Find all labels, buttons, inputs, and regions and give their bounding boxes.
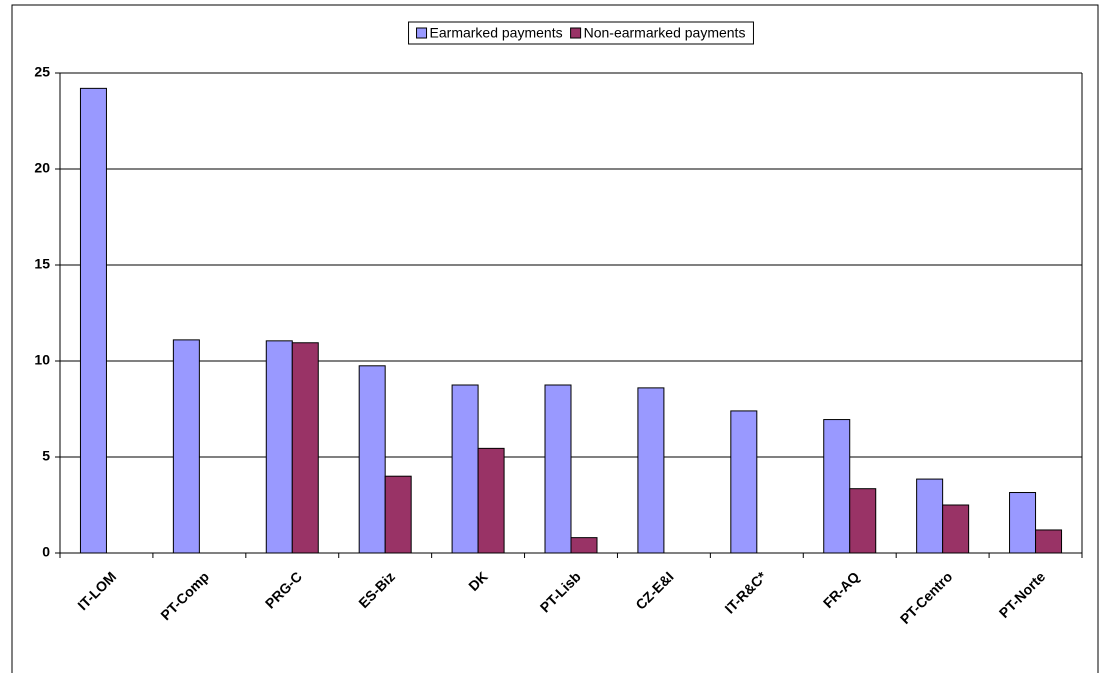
bar [730,410,758,554]
bar [570,537,598,554]
y-tick-label: 25 [34,64,50,80]
legend-swatch [416,27,428,39]
y-tick-label: 15 [34,256,50,272]
legend-label: Non-earmarked payments [584,25,746,41]
bar [172,339,200,554]
bar [384,475,412,554]
bar [916,478,944,554]
legend: Earmarked payments Non-earmarked payments [408,21,754,45]
bar [477,447,505,554]
y-tick-label: 20 [34,160,50,176]
bar [1035,529,1063,554]
bar [637,387,665,554]
bar [358,365,386,554]
bar [265,340,293,554]
y-tick-label: 5 [42,448,50,464]
bar [291,342,319,554]
bar [451,384,479,554]
bar [544,384,572,554]
y-tick-label: 0 [42,544,50,560]
bar [942,504,970,554]
y-tick-label: 10 [34,352,50,368]
bar [1009,492,1037,554]
bar [79,87,107,554]
bar [823,419,851,554]
legend-swatch [570,27,582,39]
bar [849,488,877,554]
legend-label: Earmarked payments [430,25,563,41]
